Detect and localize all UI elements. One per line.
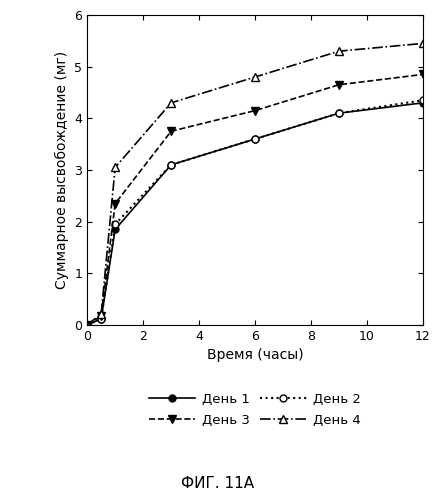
Y-axis label: Суммарное высвобождение (мг): Суммарное высвобождение (мг) <box>54 51 69 289</box>
Text: ФИГ. 11А: ФИГ. 11А <box>181 476 255 490</box>
Legend: День 1, День 3, День 2, День 4: День 1, День 3, День 2, День 4 <box>144 388 366 432</box>
X-axis label: Время (часы): Время (часы) <box>207 348 303 362</box>
